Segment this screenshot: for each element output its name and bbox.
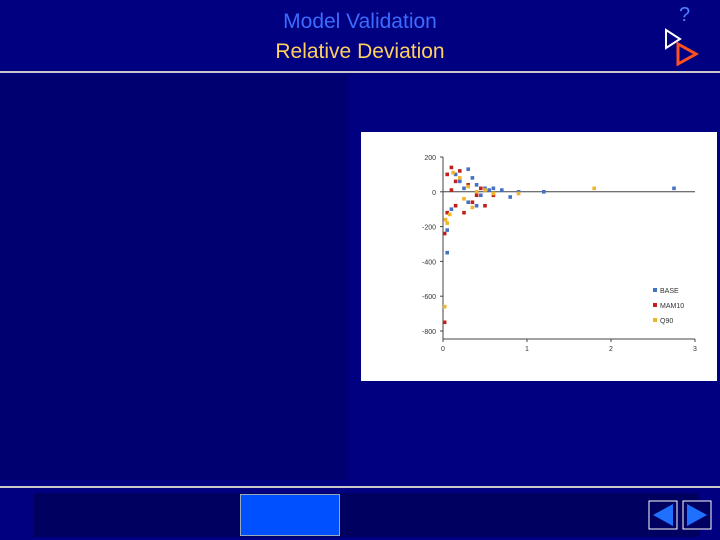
point <box>479 193 483 198</box>
point <box>516 191 521 196</box>
point <box>491 191 496 196</box>
point <box>474 190 479 194</box>
point <box>470 200 475 205</box>
point <box>470 176 475 180</box>
y-tick-label: -600 <box>422 294 436 301</box>
y-tick-label: 200 <box>424 155 436 162</box>
point <box>500 188 504 192</box>
point <box>462 210 466 215</box>
point <box>491 186 496 191</box>
point <box>445 221 449 225</box>
point <box>453 179 458 184</box>
point <box>449 165 454 170</box>
point <box>458 176 462 180</box>
point <box>443 217 448 222</box>
point <box>487 188 491 192</box>
y-tick-label: -400 <box>422 259 436 266</box>
legend-marker <box>653 303 657 307</box>
button[interactable] <box>240 494 340 536</box>
point <box>483 203 487 208</box>
legend-label: MAM10 <box>660 303 684 310</box>
point <box>442 320 447 325</box>
point <box>508 195 512 199</box>
legend-label: BASE <box>660 288 679 295</box>
point <box>466 167 470 171</box>
point <box>474 193 479 198</box>
y-tick-label: 0 <box>432 190 436 197</box>
point <box>474 203 479 208</box>
chart: 200 0 -200 -400 -600 -800 0 1 2 3 BASE MAM10 Q90 <box>361 132 717 381</box>
point <box>466 184 470 189</box>
nav-arrows[interactable] <box>648 500 712 532</box>
point <box>462 186 466 191</box>
help[interactable]: ? <box>679 4 691 26</box>
point <box>466 200 470 205</box>
point <box>449 188 454 192</box>
left-panel <box>0 75 348 480</box>
point <box>592 186 596 191</box>
divider <box>0 486 720 488</box>
point <box>442 304 447 309</box>
point <box>458 169 462 173</box>
point <box>542 190 546 194</box>
point <box>445 228 449 232</box>
chart-background <box>361 132 717 381</box>
x-tick-label: 2 <box>609 346 613 353</box>
point <box>449 207 454 211</box>
point <box>479 186 483 191</box>
point <box>462 196 466 201</box>
bottom-bar <box>34 493 700 537</box>
x-tick-label: 0 <box>441 346 445 353</box>
point <box>483 188 487 192</box>
y-tick-label: -800 <box>422 329 436 336</box>
point <box>672 186 676 191</box>
point <box>451 170 455 175</box>
point <box>445 250 449 255</box>
point <box>470 205 475 210</box>
point <box>458 179 462 184</box>
point <box>474 183 479 187</box>
slide-title: Model Validation <box>283 10 437 33</box>
divider <box>0 71 720 73</box>
slide-subtitle: Relative Deviation <box>275 40 445 63</box>
nav-icon[interactable] <box>662 28 702 68</box>
point <box>453 203 458 208</box>
legend-marker <box>653 288 657 292</box>
legend-label: Q90 <box>660 318 673 325</box>
point <box>442 231 447 236</box>
point <box>445 172 449 177</box>
x-tick-label: 3 <box>693 346 697 353</box>
x-tick-label: 1 <box>525 346 529 353</box>
point <box>447 212 452 217</box>
point <box>453 172 458 177</box>
y-tick-label: -200 <box>422 225 436 232</box>
legend-marker <box>653 318 657 322</box>
point <box>445 210 449 215</box>
